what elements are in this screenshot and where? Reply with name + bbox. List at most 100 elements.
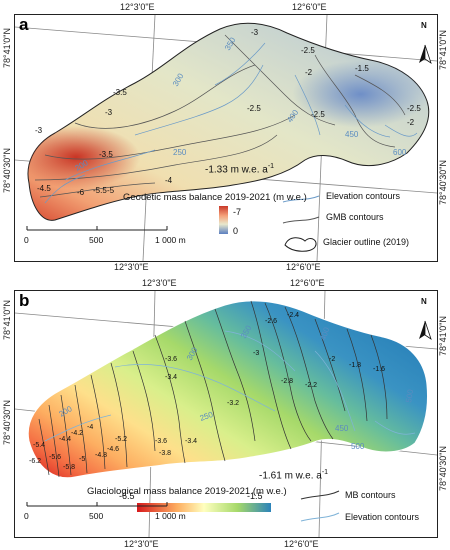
map-b: -2.6 -2.4 -3 -3.6 -3.4 -2.8 -2.2 -2 -1.8… bbox=[15, 291, 437, 537]
colorbar-title-b: Glaciological mass balance 2019-2021 (m … bbox=[87, 486, 287, 497]
legend-mb-symbol bbox=[300, 490, 340, 500]
mb-label: -3.2 bbox=[227, 400, 239, 407]
mb-label: -2.8 bbox=[281, 378, 293, 385]
gmb-label: -5.5 bbox=[93, 186, 107, 195]
legend-outline-label: Glacier outline (2019) bbox=[323, 237, 410, 247]
lon-label-bottom-right: 12°6'0"E bbox=[286, 262, 321, 272]
mb-label: -4.8 bbox=[95, 452, 107, 459]
mb-label: -3.4 bbox=[165, 374, 177, 381]
north-label-b: N bbox=[421, 297, 427, 306]
gmb-label: -4 bbox=[165, 176, 173, 185]
gmb-label: -3.5 bbox=[113, 88, 127, 97]
mb-label: -3 bbox=[253, 350, 259, 357]
mb-label: -5.6 bbox=[49, 454, 61, 461]
lat-label-right-top: 78°41'0"N bbox=[438, 316, 448, 357]
gmb-label: -2.5 bbox=[311, 110, 325, 119]
glacier-surface-b bbox=[27, 300, 428, 479]
scale-mid-a: 500 bbox=[89, 235, 104, 245]
elevation-label: 400 bbox=[318, 326, 331, 342]
panel-letter-a: a bbox=[19, 15, 29, 34]
lon-label-top-right: 12°6'0"E bbox=[290, 278, 325, 288]
mb-label: -1.8 bbox=[349, 362, 361, 369]
gmb-label: -3 bbox=[35, 126, 43, 135]
north-arrow-b-icon bbox=[419, 320, 432, 340]
mb-labels: -2.6 -2.4 -3 -3.6 -3.4 -2.8 -2.2 -2 -1.8… bbox=[29, 312, 385, 471]
mb-label: -5 bbox=[79, 456, 85, 463]
north-label-a: N bbox=[421, 21, 427, 30]
elevation-label: 450 bbox=[335, 424, 349, 433]
legend-elevation-label-a: Elevation contours bbox=[326, 191, 401, 201]
lon-label-top-left: 12°3'0"E bbox=[120, 2, 155, 12]
mb-label: -4.6 bbox=[107, 446, 119, 453]
colorbar-left-label-b: -6.5 bbox=[119, 491, 135, 501]
gmb-label: -2.5 bbox=[407, 104, 421, 113]
legend-gmb-symbol bbox=[282, 216, 320, 224]
mb-label: -2.2 bbox=[305, 382, 317, 389]
colorbar-title-a: Geodetic mass balance 2019-2021 (m w.e.) bbox=[123, 192, 307, 203]
gmb-label: -2.5 bbox=[247, 104, 261, 113]
scale-bar-a bbox=[26, 226, 168, 231]
scale-bar-b bbox=[26, 502, 168, 507]
gmb-label: -2 bbox=[407, 118, 415, 127]
colorbar-bottom-label-a: 0 bbox=[233, 226, 239, 236]
lon-label-bottom-left: 12°3'0"E bbox=[114, 262, 149, 272]
glacier-red-area bbox=[28, 23, 429, 221]
mb-label: -3.6 bbox=[155, 438, 167, 445]
gmb-label: -2.5 bbox=[301, 46, 315, 55]
mb-label: -5.4 bbox=[33, 442, 45, 449]
elevation-label: 500 bbox=[404, 388, 415, 403]
map-frame-a: 350 300 400 450 600 250 200 -3 -2.5 -2 -… bbox=[14, 14, 438, 262]
legend-elevation-symbol bbox=[300, 512, 340, 522]
panel-b-glaciological: 12°3'0"E 12°6'0"E 78°41'0"N 78°40'30"N 7… bbox=[0, 276, 450, 550]
gmb-label: -4.5 bbox=[37, 184, 51, 193]
elevation-contours-a bbox=[44, 42, 418, 204]
north-arrow-a-icon bbox=[419, 44, 432, 64]
lon-label-bottom-right: 12°6'0"E bbox=[284, 539, 319, 549]
scale-end-a: 1 000 m bbox=[155, 235, 186, 245]
lat-label-left-bottom: 78°40'30"N bbox=[2, 148, 12, 194]
lat-label-left-top: 78°41'0"N bbox=[2, 300, 12, 341]
elevation-label: 450 bbox=[345, 130, 359, 139]
mass-balance-a: -1.33 m w.e. a-1 bbox=[205, 163, 275, 176]
gmb-label: -2 bbox=[305, 68, 313, 77]
mb-label: -3.8 bbox=[159, 450, 171, 457]
lat-label-right-bottom: 78°40'30"N bbox=[438, 160, 448, 206]
mb-label: -2 bbox=[329, 356, 335, 363]
mb-label: -2.6 bbox=[265, 318, 277, 325]
mb-label: -1.6 bbox=[373, 366, 385, 373]
lon-label-top-left: 12°3'0"E bbox=[142, 278, 177, 288]
gmb-label: -5 bbox=[107, 186, 115, 195]
mb-label: -3.4 bbox=[185, 438, 197, 445]
mb-label: -5.8 bbox=[63, 464, 75, 471]
elevation-contours-b bbox=[44, 330, 416, 442]
legend-elevation-symbol bbox=[282, 195, 320, 203]
gmb-label: -3.5 bbox=[99, 150, 113, 159]
lon-label-top-right: 12°6'0"E bbox=[292, 2, 327, 12]
lat-label-left-bottom: 78°40'30"N bbox=[2, 400, 12, 446]
scale-end-b: 1 000 m bbox=[155, 511, 186, 521]
scale-zero-b: 0 bbox=[24, 511, 29, 521]
elevation-label: 500 bbox=[351, 442, 365, 451]
mb-label: -6.2 bbox=[29, 458, 41, 465]
panel-a-geodetic: 12°3'0"E 12°6'0"E 78°41'0"N 78°40'30"N 7… bbox=[0, 0, 450, 272]
gmb-labels-a: -3 -2.5 -2 -1.5 -3.5 -3 -2.5 -2.5 -2 -3.… bbox=[35, 28, 421, 197]
scale-mid-b: 500 bbox=[89, 511, 104, 521]
elevation-label: 250 bbox=[199, 410, 215, 423]
legend-gmb-label: GMB contours bbox=[326, 212, 384, 222]
legend-outline-symbol bbox=[284, 237, 317, 252]
scale-zero-a: 0 bbox=[24, 235, 29, 245]
mass-balance-b: -1.61 m w.e. a-1 bbox=[259, 469, 329, 482]
mb-label: -5.2 bbox=[115, 436, 127, 443]
gmb-label: -1.5 bbox=[355, 64, 369, 73]
mb-contours bbox=[38, 300, 388, 478]
gmb-label: -3 bbox=[251, 28, 259, 37]
map-a: 350 300 400 450 600 250 200 -3 -2.5 -2 -… bbox=[15, 15, 437, 261]
colorbar-top-label-a: -7 bbox=[233, 207, 242, 217]
elevation-label: 250 bbox=[173, 148, 187, 157]
elevation-labels-b: 300 350 400 450 500 250 200 500 bbox=[58, 323, 416, 451]
lat-label-right-bottom: 78°40'30"N bbox=[438, 446, 448, 492]
mb-label: -4.2 bbox=[71, 430, 83, 437]
mb-label: -4 bbox=[87, 424, 93, 431]
panel-letter-b: b bbox=[19, 291, 30, 310]
